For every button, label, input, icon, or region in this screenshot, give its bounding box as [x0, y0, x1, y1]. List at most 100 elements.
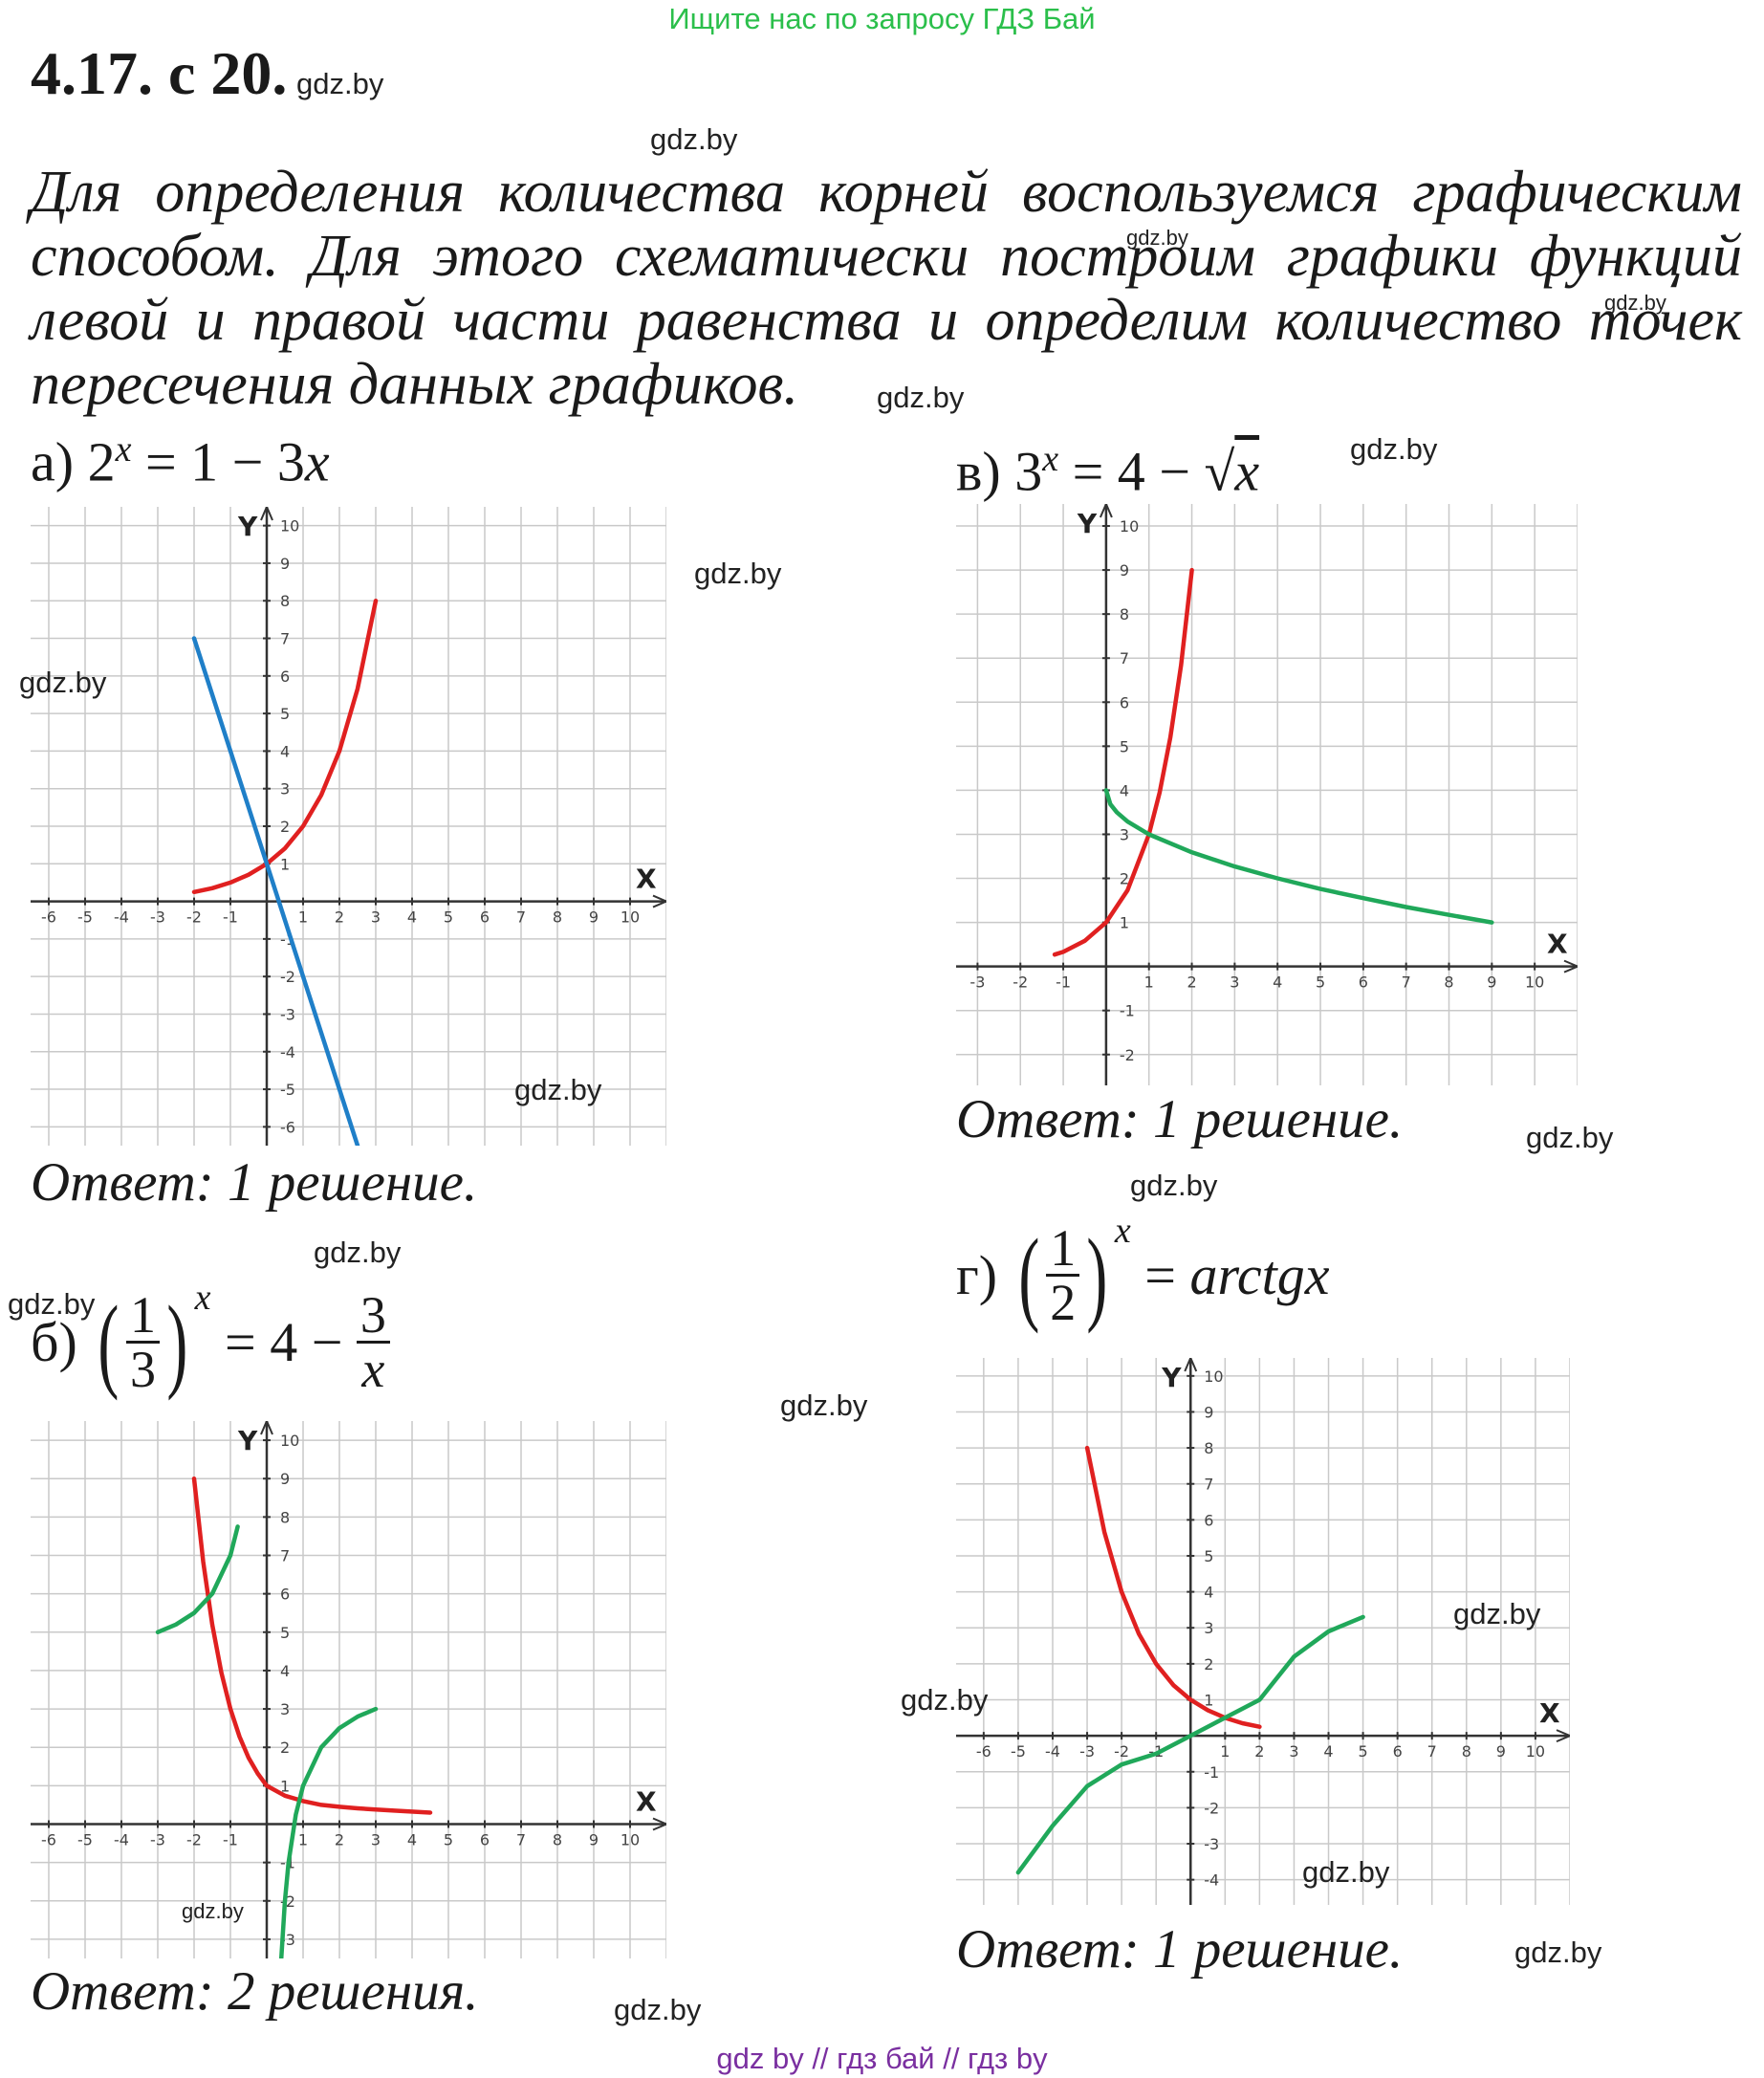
y-tick-label: -2	[280, 968, 295, 986]
watermark: gdz.by	[694, 557, 782, 590]
answer-v: Ответ: 1 решение.	[956, 1089, 1404, 1149]
y-tick-label: 9	[280, 555, 290, 573]
y-tick-label: 7	[280, 630, 290, 648]
x-tick-label: 4	[407, 1831, 417, 1849]
series-line	[1103, 788, 1494, 925]
equation-base: 3	[1014, 440, 1043, 503]
chart-a-plot: XY-6 -5 -4 -3 -2 -1 1 2 3 4 5 6 7 8 9 10-6-5-4-3-2-1123…	[31, 507, 666, 1146]
answer-b: Ответ: 2 решения.	[31, 1961, 479, 2022]
page-heading: 4.17. с 20.	[31, 39, 288, 107]
task-label: в)	[956, 440, 1001, 503]
chart-g: X Y -6 -5 -4 -3 -2 -1 1 2 3 4 5 6 7 8 9 10 -4 -3 -2 -1 1 2 3 4 5 6 7…	[956, 1358, 1570, 1905]
chart-g-plot: XY-6 -5 -4 -3 -2 -1 1 2 3 4 5 6 7 8 9 10-4-3-2-11234567…	[956, 1358, 1570, 1905]
x-tick-label: -6	[976, 1742, 991, 1761]
x-tick-label: -2	[186, 908, 202, 927]
watermark: gdz.by	[296, 67, 384, 100]
y-tick-label: 1	[1120, 914, 1129, 932]
x-tick-label: 1	[298, 908, 308, 927]
task-g-equation: г) (1 2) x = arctgx	[956, 1211, 1330, 1334]
equation-rhs: = 4 −	[210, 1311, 357, 1374]
y-tick-label: 9	[280, 1470, 290, 1488]
watermark: gdz.by	[1126, 226, 1188, 250]
y-tick-label: -3	[1204, 1835, 1219, 1853]
chart-b: X Y -6 -5 -4 -3 -2 -1 1 2 3 4 5 6 7 8 9 10 -3 -2 -1 1 2 3 4 5 6 7 8 9…	[31, 1421, 666, 1958]
y-tick-label: 2	[280, 818, 290, 836]
y-tick-label: 10	[1120, 517, 1139, 536]
y-tick-label: 4	[1120, 781, 1129, 799]
y-tick-label: 9	[1120, 561, 1129, 580]
x-tick-label: 5	[444, 1831, 453, 1849]
x-tick-label: -3	[150, 1831, 165, 1849]
x-tick-label: -4	[114, 908, 129, 927]
watermark: gdz.by	[182, 1899, 244, 1923]
task-label: а)	[31, 430, 75, 493]
series-line	[1015, 1614, 1365, 1875]
y-tick-label: 8	[1204, 1439, 1213, 1457]
x-tick-label: -3	[150, 908, 165, 927]
y-tick-label: 7	[280, 1547, 290, 1565]
x-tick-label: -4	[114, 1831, 129, 1849]
y-tick-label: 4	[280, 742, 290, 760]
y-tick-label: -5	[280, 1081, 295, 1099]
chart-a: X Y -6 -5 -4 -3 -2 -1 1 2 3 4 5 6 7 8 9 10 -6 -5 -4 -3 -2 -1 1 2 3…	[31, 507, 666, 1146]
y-tick-label: -6	[280, 1118, 295, 1136]
x-tick-label: 2	[335, 1831, 344, 1849]
y-tick-label: 7	[1120, 649, 1129, 667]
equation-exponent: x	[1114, 1211, 1131, 1251]
watermark: gdz.by	[8, 1287, 96, 1321]
y-tick-label: 4	[280, 1662, 290, 1680]
x-tick-label: 8	[1444, 973, 1453, 992]
watermark: gdz.by	[901, 1683, 989, 1717]
watermark: gdz.by	[1526, 1121, 1614, 1154]
x-tick-label: 9	[589, 908, 599, 927]
x-tick-label: 10	[621, 1831, 640, 1849]
watermark: gdz.by	[614, 1993, 702, 2026]
y-tick-label: 3	[1204, 1619, 1213, 1637]
grid	[956, 504, 1578, 1085]
y-tick-label: 5	[1120, 737, 1129, 755]
y-tick-label: 10	[1204, 1367, 1223, 1386]
task-a-equation: а) 2x = 1 − 3x	[31, 428, 330, 493]
y-tick-label: 3	[1120, 825, 1129, 843]
grid	[31, 507, 666, 1146]
x-axis-arrow	[1563, 959, 1578, 973]
equation-variable: arctgx	[1189, 1244, 1330, 1307]
x-tick-label: 2	[1254, 1742, 1264, 1761]
watermark: gdz.by	[877, 381, 965, 414]
x-tick-label: -6	[41, 1831, 56, 1849]
y-tick-label: 6	[1204, 1511, 1213, 1529]
grid	[956, 1358, 1570, 1905]
series-line	[1052, 567, 1194, 957]
x-tick-label: 3	[371, 1831, 381, 1849]
y-axis-arrow	[1099, 504, 1113, 518]
series-line	[1084, 1445, 1262, 1729]
x-tick-label: -1	[223, 1831, 238, 1849]
y-tick-label: 3	[280, 1700, 290, 1718]
x-tick-label: 1	[1220, 1742, 1230, 1761]
x-axis-arrow	[652, 894, 666, 908]
x-tick-label: 10	[1526, 1742, 1545, 1761]
x-tick-label: -1	[223, 908, 238, 927]
equation-exponent: x	[194, 1278, 211, 1318]
intro-paragraph: Для определения количества корней воспол…	[31, 160, 1742, 417]
y-axis-label: Y	[1161, 1362, 1182, 1393]
x-axis-label: X	[636, 864, 657, 895]
y-tick-label: 10	[280, 517, 299, 536]
series-line	[278, 1706, 379, 1958]
equation-variable: x	[1234, 440, 1260, 503]
x-tick-label: -1	[1056, 973, 1071, 992]
y-tick-label: 8	[280, 592, 290, 610]
series-line	[191, 1476, 433, 1815]
equation-rhs: = 4 − √	[1058, 440, 1235, 503]
equation-base: 2	[87, 430, 116, 493]
y-tick-label: 5	[1204, 1547, 1213, 1565]
footer-links[interactable]: gdz by // гдз бай // гдз by	[716, 2042, 1048, 2075]
x-tick-label: 6	[480, 1831, 490, 1849]
y-tick-label: 7	[1204, 1476, 1213, 1494]
y-tick-label: 8	[280, 1508, 290, 1526]
y-tick-label: 9	[1204, 1403, 1213, 1421]
y-axis-label: Y	[237, 1425, 258, 1456]
x-tick-label: 5	[444, 908, 453, 927]
x-tick-label: 2	[1187, 973, 1196, 992]
